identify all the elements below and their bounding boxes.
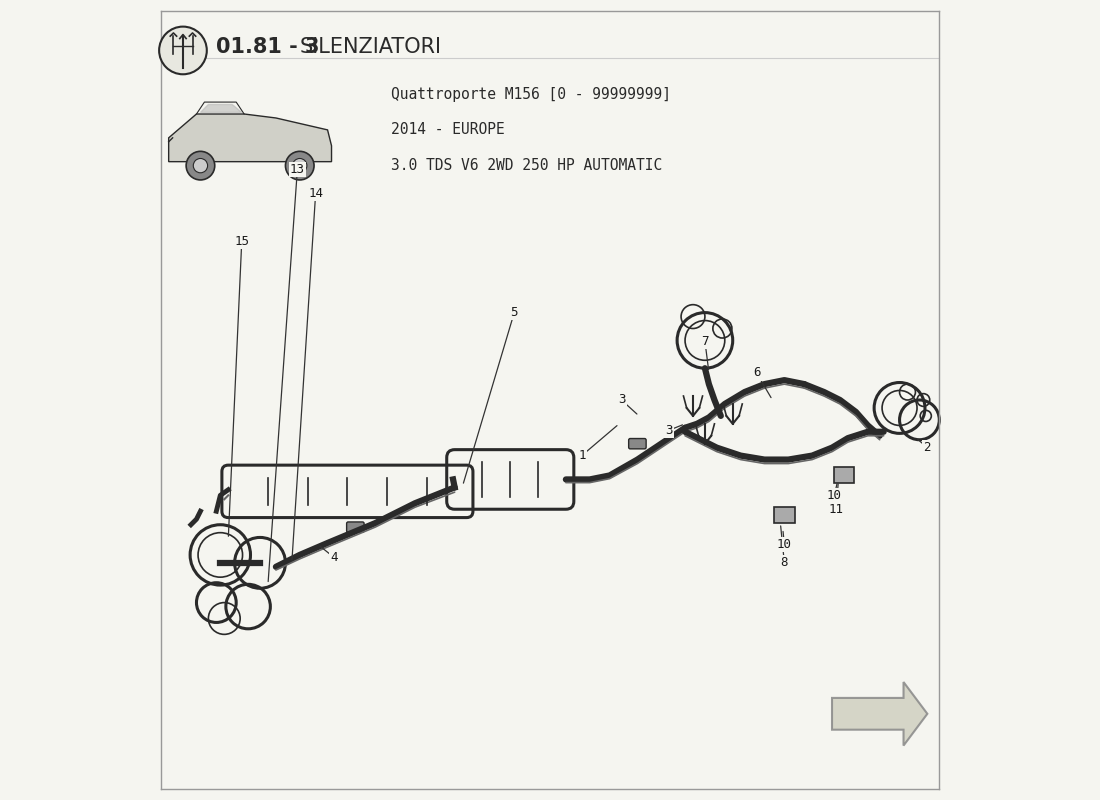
Text: 3.0 TDS V6 2WD 250 HP AUTOMATIC: 3.0 TDS V6 2WD 250 HP AUTOMATIC <box>392 158 662 173</box>
Text: SILENZIATORI: SILENZIATORI <box>300 38 442 58</box>
Circle shape <box>186 151 214 180</box>
Text: 8: 8 <box>781 556 788 570</box>
Circle shape <box>286 151 315 180</box>
Text: 14: 14 <box>308 187 323 200</box>
Text: 11: 11 <box>828 503 844 516</box>
Polygon shape <box>200 105 242 113</box>
Text: 5: 5 <box>510 306 518 319</box>
Circle shape <box>194 158 208 173</box>
FancyBboxPatch shape <box>346 522 364 532</box>
Text: 1: 1 <box>578 449 585 462</box>
Text: 10: 10 <box>777 538 792 551</box>
Text: 3: 3 <box>666 424 673 437</box>
Polygon shape <box>832 682 927 746</box>
FancyBboxPatch shape <box>629 438 646 449</box>
FancyBboxPatch shape <box>774 507 794 522</box>
Text: 2014 - EUROPE: 2014 - EUROPE <box>392 122 505 138</box>
FancyBboxPatch shape <box>834 467 855 483</box>
Circle shape <box>293 158 307 173</box>
Text: 01.81 - 3: 01.81 - 3 <box>217 38 320 58</box>
Circle shape <box>160 26 207 74</box>
Text: 3: 3 <box>618 394 625 406</box>
Polygon shape <box>168 114 331 162</box>
Text: 13: 13 <box>290 163 305 176</box>
Text: 2: 2 <box>924 441 931 454</box>
Text: 15: 15 <box>234 234 250 248</box>
Text: 6: 6 <box>752 366 760 379</box>
Text: 4: 4 <box>330 550 338 564</box>
Text: Quattroporte M156 [0 - 99999999]: Quattroporte M156 [0 - 99999999] <box>392 86 671 102</box>
Text: 10: 10 <box>827 489 842 502</box>
Text: 7: 7 <box>701 334 708 348</box>
